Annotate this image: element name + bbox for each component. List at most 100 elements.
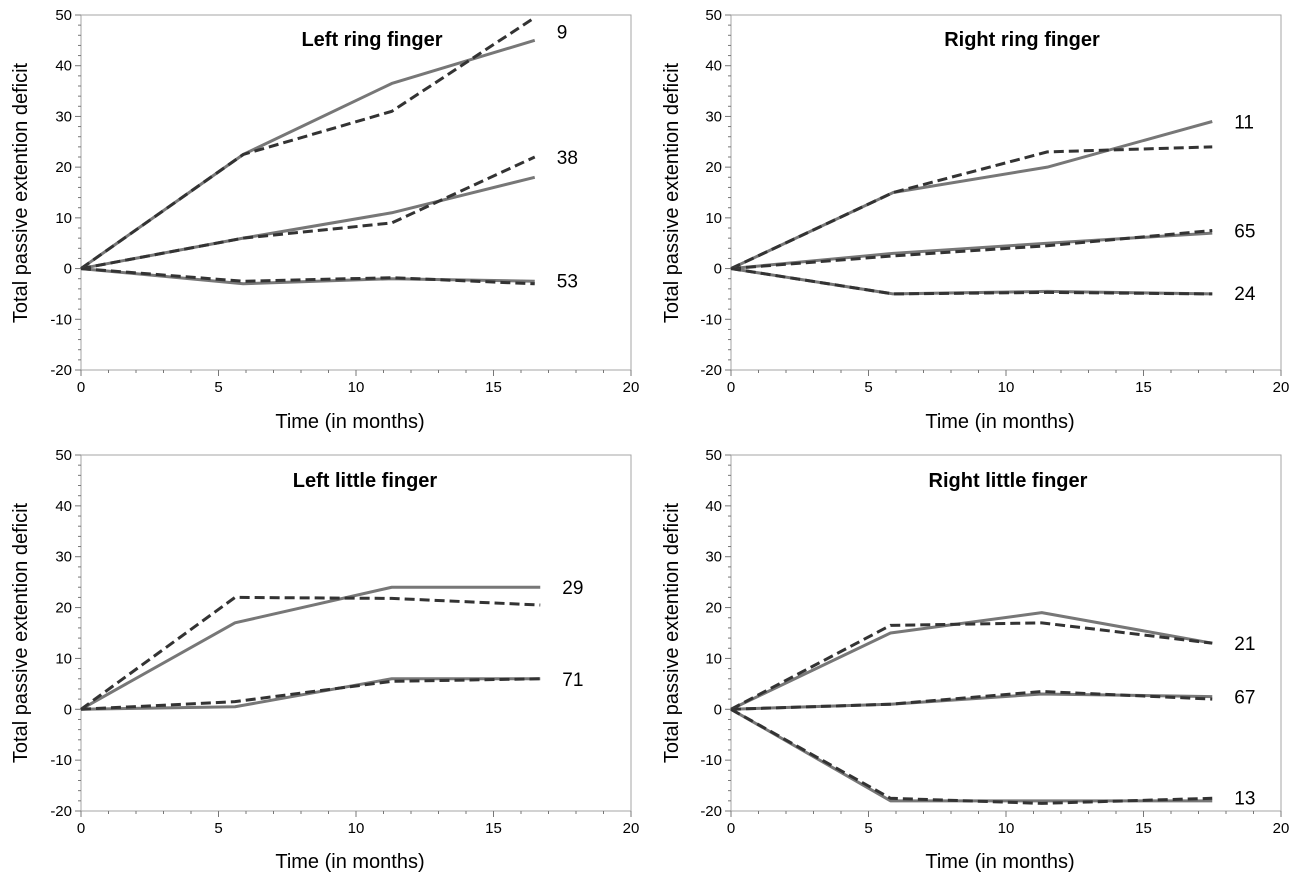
x-axis-label: Time (in months) bbox=[925, 851, 1074, 873]
plot-frame bbox=[730, 14, 1282, 371]
y-tick-label: 0 bbox=[64, 261, 72, 278]
y-tick-label: -10 bbox=[50, 311, 72, 328]
series-21-predicted-line bbox=[730, 621, 1213, 711]
panel-left-little-finger: 0 5 10 15 20 -20 -10 0 10 20 30 40 50 Time (in months… bbox=[10, 447, 639, 873]
series-end-label: 11 bbox=[1234, 113, 1254, 134]
x-tick-label: 15 bbox=[1135, 820, 1152, 837]
x-axis-label: Time (in months) bbox=[925, 411, 1074, 433]
series-end-label: 24 bbox=[1234, 284, 1256, 305]
series-29-predicted-line bbox=[80, 595, 541, 711]
y-tick-label: 40 bbox=[55, 58, 72, 75]
y-tick-label: 0 bbox=[714, 261, 722, 278]
y-tick-label: -10 bbox=[700, 752, 722, 769]
x-axis-label: Time (in months) bbox=[275, 851, 424, 873]
panel-title: Right ring finger bbox=[944, 29, 1100, 51]
y-tick-label: 20 bbox=[55, 600, 72, 617]
x-tick-label: 0 bbox=[727, 379, 735, 396]
x-tick-label: 5 bbox=[214, 379, 222, 396]
series-38-predicted-line bbox=[80, 155, 536, 271]
panel-left-ring-finger: 0 5 10 15 20 -20 -10 0 10 20 30 40 50 Time (in months… bbox=[10, 7, 639, 433]
y-tick-label: -20 bbox=[700, 803, 722, 820]
x-tick-label: 20 bbox=[623, 379, 640, 396]
series-13-observed-line bbox=[730, 707, 1213, 803]
series-end-label: 13 bbox=[1234, 788, 1255, 809]
panel-title: Right little finger bbox=[929, 470, 1088, 492]
x-tick-label: 0 bbox=[77, 379, 85, 396]
x-tick-label: 10 bbox=[998, 820, 1015, 837]
series-end-label: 53 bbox=[557, 271, 578, 292]
y-tick-label: 10 bbox=[55, 650, 72, 667]
x-tick-label: 10 bbox=[348, 379, 365, 396]
x-tick-label: 0 bbox=[727, 820, 735, 837]
y-axis-label: Total passive extention deficit bbox=[661, 62, 683, 323]
x-tick-label: 5 bbox=[864, 820, 872, 837]
panel-title: Left little finger bbox=[293, 470, 438, 492]
x-tick-label: 15 bbox=[1135, 379, 1152, 396]
y-tick-label: 0 bbox=[714, 701, 722, 718]
x-tick-label: 10 bbox=[348, 820, 365, 837]
series-53-predicted-line bbox=[80, 267, 535, 286]
series-end-label: 21 bbox=[1234, 634, 1255, 655]
series-53-observed-line bbox=[80, 267, 535, 286]
series-13-predicted-line bbox=[730, 707, 1213, 805]
y-tick-label: 10 bbox=[705, 210, 722, 227]
series-24-observed-line bbox=[730, 267, 1213, 296]
y-tick-label: 30 bbox=[55, 549, 72, 566]
y-tick-label: 20 bbox=[705, 600, 722, 617]
x-tick-label: 10 bbox=[998, 379, 1015, 396]
y-axis-label: Total passive extention deficit bbox=[10, 62, 32, 323]
series-end-label: 65 bbox=[1234, 222, 1255, 243]
y-tick-label: 10 bbox=[705, 650, 722, 667]
panel-right-little-finger: 0 5 10 15 20 -20 -10 0 10 20 30 40 50 Time (in months… bbox=[661, 447, 1289, 873]
plot-frame bbox=[80, 454, 632, 812]
y-tick-label: 50 bbox=[705, 7, 722, 24]
series-9-observed-line bbox=[80, 38, 536, 270]
y-tick-label: 10 bbox=[55, 210, 72, 227]
y-tick-label: 50 bbox=[705, 447, 722, 464]
y-tick-label: 30 bbox=[705, 549, 722, 566]
series-11-predicted-line bbox=[730, 145, 1213, 270]
series-end-label: 9 bbox=[557, 22, 568, 43]
series-29-observed-line bbox=[80, 585, 541, 711]
series-end-label: 38 bbox=[557, 148, 578, 169]
series-9-predicted-line bbox=[80, 16, 536, 270]
y-tick-label: 30 bbox=[55, 108, 72, 125]
series-71-predicted-line bbox=[80, 677, 541, 711]
y-tick-label: 40 bbox=[705, 498, 722, 515]
panel-title: Left ring finger bbox=[301, 29, 442, 51]
y-tick-label: -20 bbox=[50, 803, 72, 820]
series-end-label: 29 bbox=[562, 578, 583, 599]
series-end-label: 71 bbox=[562, 670, 583, 691]
x-tick-label: 15 bbox=[485, 379, 502, 396]
series-67-predicted-line bbox=[730, 689, 1213, 711]
x-tick-label: 20 bbox=[1273, 820, 1290, 837]
x-tick-label: 5 bbox=[864, 379, 872, 396]
x-axis-label: Time (in months) bbox=[275, 411, 424, 433]
y-tick-label: 40 bbox=[55, 498, 72, 515]
y-tick-label: 20 bbox=[55, 159, 72, 176]
y-tick-label: 20 bbox=[705, 159, 722, 176]
y-tick-label: 40 bbox=[705, 58, 722, 75]
y-tick-label: 0 bbox=[64, 701, 72, 718]
y-tick-label: -10 bbox=[50, 752, 72, 769]
y-axis-label: Total passive extention deficit bbox=[661, 502, 683, 763]
y-tick-label: 50 bbox=[55, 447, 72, 464]
panel-right-ring-finger: 0 5 10 15 20 -20 -10 0 10 20 30 40 50 Time (in months… bbox=[661, 7, 1289, 433]
y-tick-label: 50 bbox=[55, 7, 72, 24]
series-24-predicted-line bbox=[730, 267, 1213, 296]
plot-frame bbox=[80, 14, 632, 371]
series-65-predicted-line bbox=[730, 229, 1213, 271]
y-tick-label: 30 bbox=[705, 108, 722, 125]
x-tick-label: 5 bbox=[214, 820, 222, 837]
y-tick-label: -20 bbox=[50, 362, 72, 379]
y-axis-label: Total passive extention deficit bbox=[10, 502, 32, 763]
y-tick-label: -10 bbox=[700, 311, 722, 328]
x-tick-label: 15 bbox=[485, 820, 502, 837]
y-tick-label: -20 bbox=[700, 362, 722, 379]
series-11-observed-line bbox=[730, 120, 1213, 270]
x-tick-label: 20 bbox=[623, 820, 640, 837]
x-tick-label: 20 bbox=[1273, 379, 1290, 396]
series-end-label: 67 bbox=[1234, 688, 1255, 709]
x-tick-label: 0 bbox=[77, 820, 85, 837]
